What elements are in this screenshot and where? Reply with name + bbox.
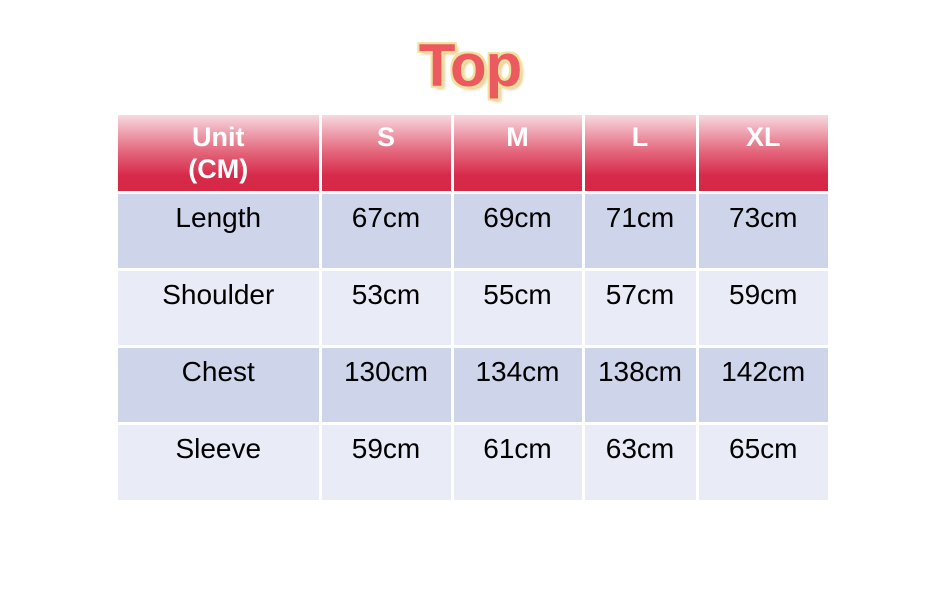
size-value-cell: 69cm	[450, 190, 585, 271]
size-value-cell: 65cm	[695, 421, 828, 500]
size-value-cell: 130cm	[318, 344, 454, 425]
size-value-cell: 53cm	[318, 267, 454, 348]
size-value-cell: 134cm	[450, 344, 585, 425]
size-value-cell: 73cm	[695, 190, 828, 271]
size-value-cell: 61cm	[450, 421, 585, 500]
size-value-cell: 138cm	[581, 344, 699, 425]
size-value-cell: 67cm	[318, 190, 454, 271]
column-header-xl: XL	[695, 115, 828, 194]
size-value-cell: 57cm	[581, 267, 699, 348]
size-value-cell: 142cm	[695, 344, 828, 425]
row-label-length: Length	[118, 190, 322, 271]
column-header-s: S	[318, 115, 454, 194]
row-label-sleeve: Sleeve	[118, 421, 322, 500]
size-value-cell: 63cm	[581, 421, 699, 500]
size-value-cell: 55cm	[450, 267, 585, 348]
size-value-cell: 71cm	[581, 190, 699, 271]
column-header-unit: Unit (CM)	[118, 115, 322, 194]
size-value-cell: 59cm	[695, 267, 828, 348]
column-header-l: L	[581, 115, 699, 194]
column-header-m: M	[450, 115, 585, 194]
table-row-sleeve: Sleeve 59cm 61cm 63cm 65cm	[118, 421, 828, 500]
table-row-chest: Chest 130cm 134cm 138cm 142cm	[118, 344, 828, 425]
table-row-shoulder: Shoulder 53cm 55cm 57cm 59cm	[118, 267, 828, 348]
row-label-shoulder: Shoulder	[118, 267, 322, 348]
table-row-length: Length 67cm 69cm 71cm 73cm	[118, 190, 828, 271]
page-title: Top	[418, 32, 523, 99]
header-row: Unit (CM) S M L XL	[118, 115, 828, 194]
row-label-chest: Chest	[118, 344, 322, 425]
size-chart-table: Unit (CM) S M L XL Length 67cm 69cm 71cm…	[118, 115, 828, 500]
size-value-cell: 59cm	[318, 421, 454, 500]
